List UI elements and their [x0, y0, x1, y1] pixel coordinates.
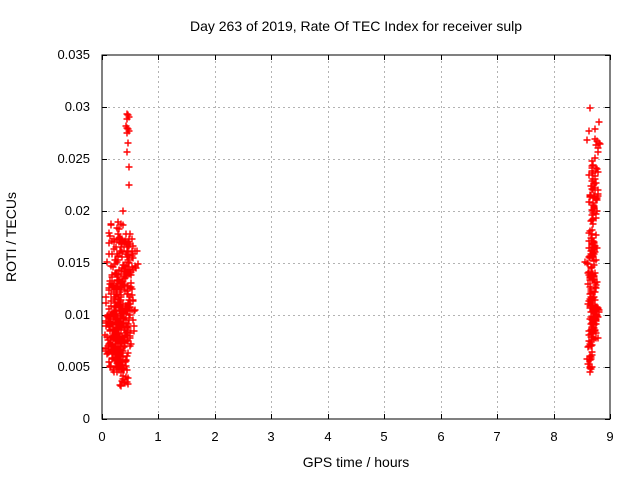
y-tick-label: 0.03 — [65, 99, 90, 114]
x-tick-label: 6 — [437, 429, 444, 444]
x-tick-label: 2 — [211, 429, 218, 444]
x-tick-label: 1 — [154, 429, 161, 444]
x-tick-label: 0 — [98, 429, 105, 444]
y-tick-label: 0.005 — [57, 359, 90, 374]
y-tick-label: 0.015 — [57, 255, 90, 270]
x-tick-label: 3 — [267, 429, 274, 444]
x-tick-label: 8 — [550, 429, 557, 444]
chart-title: Day 263 of 2019, Rate Of TEC Index for r… — [190, 18, 522, 34]
x-tick-label: 7 — [493, 429, 500, 444]
y-tick-label: 0.035 — [57, 47, 90, 62]
x-tick-label: 5 — [380, 429, 387, 444]
axis-ticks — [102, 55, 611, 420]
tick-labels: 0 1 2 3 4 5 6 7 8 9 0 0.005 0.01 0.015 0.02 0.025 0.03 0.… — [57, 47, 613, 444]
x-axis-label: GPS time / hours — [303, 454, 410, 470]
x-tick-label: 4 — [324, 429, 331, 444]
y-axis-label: ROTI / TECUs — [3, 192, 19, 282]
x-tick-label: 9 — [606, 429, 613, 444]
y-tick-label: 0.025 — [57, 151, 90, 166]
plot-border — [101, 54, 611, 420]
y-tick-label: 0.02 — [65, 203, 90, 218]
y-tick-label: 0.01 — [65, 307, 90, 322]
grid-layer — [103, 56, 609, 418]
y-tick-label: 0 — [83, 411, 90, 426]
scatter-points — [101, 104, 604, 390]
